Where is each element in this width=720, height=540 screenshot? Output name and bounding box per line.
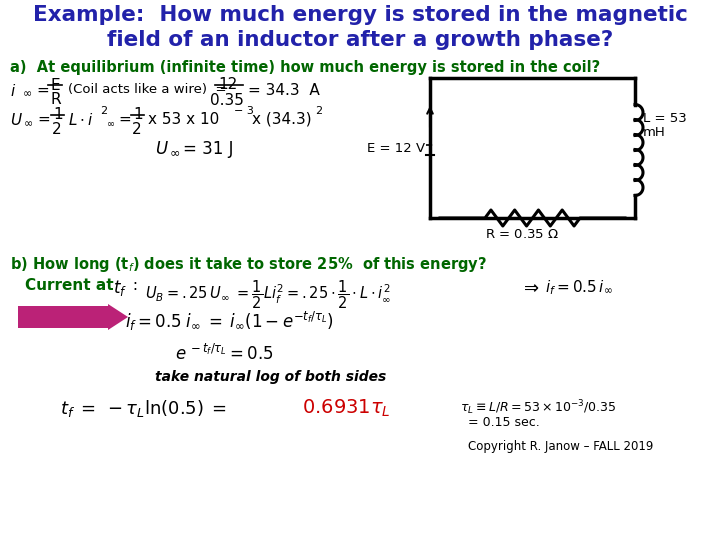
Text: Example:  How much energy is stored in the magnetic: Example: How much energy is stored in th… — [32, 5, 688, 25]
Text: $i$: $i$ — [10, 83, 16, 99]
Text: b) How long (t$_f$) does it take to store 25%  of this energy?: b) How long (t$_f$) does it take to stor… — [10, 255, 487, 274]
Text: $U$: $U$ — [10, 112, 23, 128]
Text: = 0.15 sec.: = 0.15 sec. — [468, 416, 540, 429]
Text: mH: mH — [643, 126, 666, 139]
Text: (Coil acts like a wire)  =: (Coil acts like a wire) = — [68, 83, 227, 96]
Text: 2: 2 — [315, 106, 322, 116]
Text: =: = — [118, 112, 131, 127]
Text: E: E — [50, 78, 60, 93]
Text: a)  At equilibrium (infinite time) how much energy is stored in the coil?: a) At equilibrium (infinite time) how mu… — [10, 60, 600, 75]
Text: R = 0.35 $\Omega$: R = 0.35 $\Omega$ — [485, 228, 559, 241]
Text: $\infty$: $\infty$ — [169, 146, 180, 159]
Text: 2: 2 — [52, 122, 62, 137]
Text: take natural log of both sides: take natural log of both sides — [155, 370, 386, 384]
Text: $\infty$: $\infty$ — [106, 118, 115, 128]
Text: 12: 12 — [218, 77, 238, 92]
Text: $e^{\,-t_f/\tau_L} = 0.5$: $e^{\,-t_f/\tau_L} = 0.5$ — [175, 344, 274, 364]
Text: $\infty$: $\infty$ — [23, 118, 33, 128]
Text: x (34.3): x (34.3) — [252, 112, 312, 127]
Text: $0.6931\tau_L$: $0.6931\tau_L$ — [302, 398, 391, 419]
Text: $i_f = 0.5\; i_\infty\; =\; i_\infty(1 - e^{-t_f/\tau_L})$: $i_f = 0.5\; i_\infty\; =\; i_\infty(1 -… — [125, 310, 334, 333]
Text: field of an inductor after a growth phase?: field of an inductor after a growth phas… — [107, 30, 613, 50]
Text: $\Rightarrow$: $\Rightarrow$ — [520, 278, 540, 296]
Text: L = 53: L = 53 — [643, 111, 687, 125]
Text: 1: 1 — [133, 107, 143, 122]
Text: =: = — [36, 83, 49, 98]
Text: Copyright R. Janow – FALL 2019: Copyright R. Janow – FALL 2019 — [468, 440, 653, 453]
Text: = 31 J: = 31 J — [183, 140, 233, 158]
Text: Current at: Current at — [25, 278, 124, 293]
Text: 0.35: 0.35 — [210, 93, 244, 108]
Text: E = 12 V: E = 12 V — [367, 141, 425, 154]
Text: $U_B = .25\,U_\infty\ =\dfrac{1}{2}Li_f^2 = .25\cdot\dfrac{1}{2}\cdot L\cdot i_\: $U_B = .25\,U_\infty\ =\dfrac{1}{2}Li_f^… — [145, 278, 392, 310]
Text: =: = — [37, 112, 50, 127]
Text: R: R — [50, 92, 60, 107]
Text: − 3: − 3 — [234, 106, 254, 116]
Text: $i_f = 0.5\,i_\infty$: $i_f = 0.5\,i_\infty$ — [545, 278, 613, 296]
Text: 2: 2 — [100, 106, 107, 116]
Text: $t_f$: $t_f$ — [113, 278, 127, 298]
Text: $\tau_L \equiv L/R = 53\times 10^{-3}/0.35$: $\tau_L \equiv L/R = 53\times 10^{-3}/0.… — [460, 398, 616, 417]
Text: x 53 x 10: x 53 x 10 — [148, 112, 220, 127]
Text: 2: 2 — [132, 122, 142, 137]
Text: $L \cdot i$: $L \cdot i$ — [68, 112, 94, 128]
Text: 1: 1 — [53, 107, 63, 122]
Text: $U$: $U$ — [155, 140, 169, 158]
Text: :: : — [128, 278, 143, 293]
Text: $\infty$: $\infty$ — [22, 88, 32, 98]
Text: = 34.3  A: = 34.3 A — [248, 83, 320, 98]
FancyArrow shape — [18, 304, 128, 330]
Text: $t_f\; =\; -\tau_L\ln(0.5)\; =$: $t_f\; =\; -\tau_L\ln(0.5)\; =$ — [60, 398, 227, 419]
